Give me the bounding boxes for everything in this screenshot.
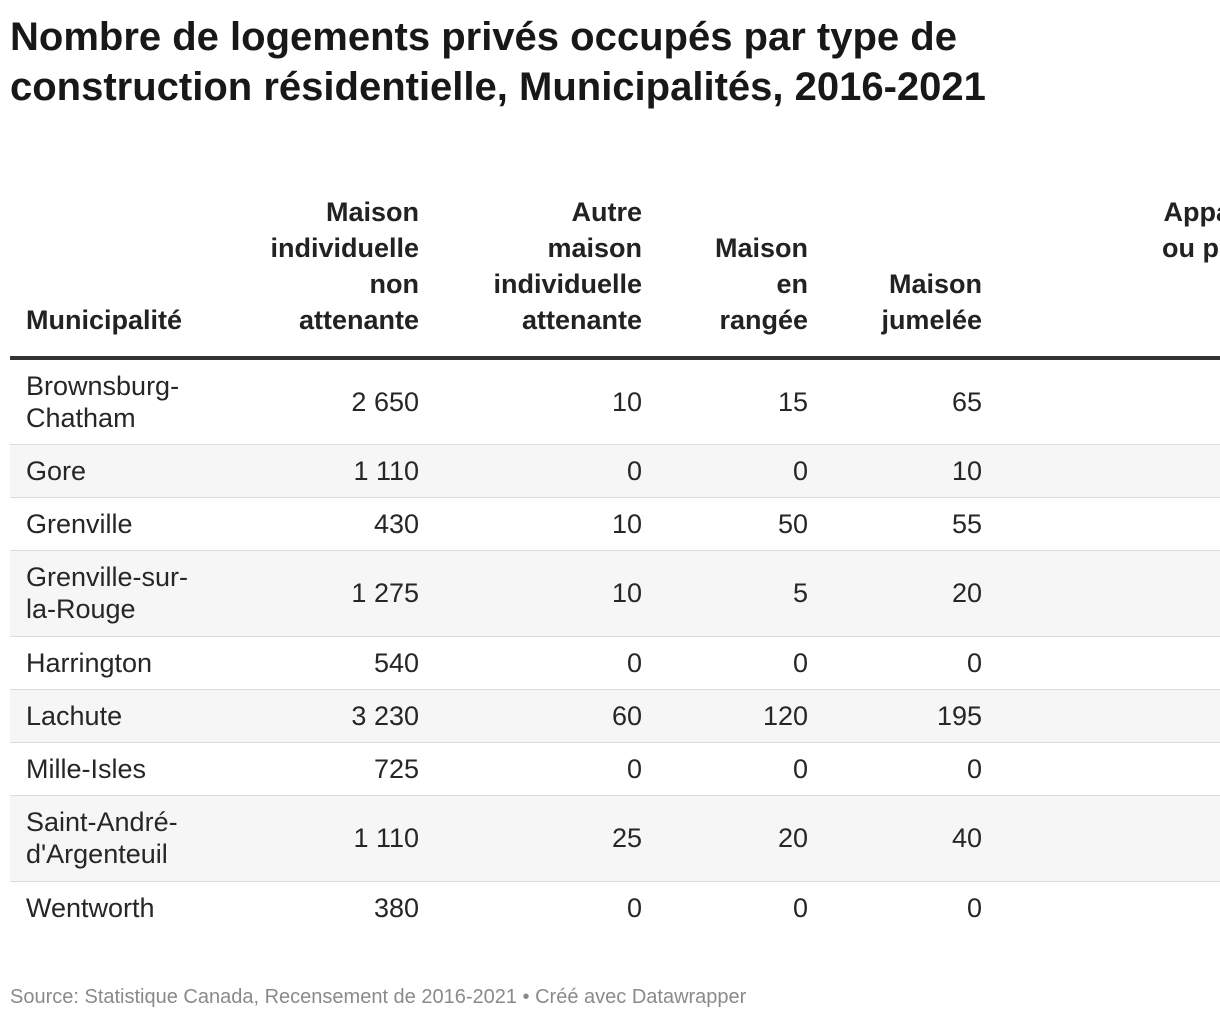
cell-municipalite: Grenville (10, 497, 206, 551)
table-row: Wentworth3800005 (10, 881, 1220, 934)
cell-appartement-duplex: 670 (982, 689, 1220, 743)
header-row: Municipalité Maison individuelle non att… (10, 194, 1220, 360)
cell-appartement-duplex: 10 (982, 444, 1220, 498)
cell-maison-individuelle: 540 (206, 636, 419, 690)
cell-municipalite: Gore (10, 444, 206, 498)
cell-municipalite: Brownsburg- Chatham (10, 358, 206, 445)
table-row: Harrington5400005 (10, 636, 1220, 690)
cell-maison-rangee: 0 (642, 742, 808, 796)
data-table: Municipalité Maison individuelle non att… (10, 194, 1220, 934)
table-row: Grenville430105055100 (10, 497, 1220, 551)
cell-maison-rangee: 15 (642, 358, 808, 445)
data-table-container: Municipalité Maison individuelle non att… (10, 194, 1220, 946)
cell-appartement-duplex: 20 (982, 742, 1220, 796)
chart-title: Nombre de logements privés occupés par t… (10, 15, 986, 109)
column-header-municipalite[interactable]: Municipalité (10, 194, 206, 360)
cell-autre-maison: 0 (419, 444, 642, 498)
cell-maison-jumelee: 10 (808, 444, 982, 498)
cell-autre-maison: 25 (419, 795, 642, 882)
column-header-label: Autre maison individuelle attenante (493, 197, 642, 335)
cell-municipalite: Saint-André- d'Argenteuil (10, 795, 206, 882)
column-header-autre-maison[interactable]: Autre maison individuelle attenante (419, 194, 642, 360)
cell-appartement-duplex: 100 (982, 497, 1220, 551)
cell-maison-jumelee: 0 (966, 892, 982, 923)
cell-maison-individuelle: 380 (373, 892, 419, 923)
cell-maison-jumelee: 0 (808, 742, 982, 796)
cell-appartement-duplex: 5 (982, 636, 1220, 690)
cell-maison-jumelee: 195 (808, 689, 982, 743)
cell-maison-rangee: 0 (792, 892, 808, 923)
cell-maison-rangee: 50 (642, 497, 808, 551)
cell-maison-individuelle: 3 230 (206, 689, 419, 743)
table-header: Municipalité Maison individuelle non att… (10, 194, 1220, 360)
cell-autre-maison: 0 (626, 892, 642, 923)
cell-maison-individuelle: 430 (206, 497, 419, 551)
column-header-label: Maison jumelée (881, 269, 982, 335)
cell-maison-jumelee: 40 (808, 795, 982, 882)
source-note: Source: Statistique Canada, Recensement … (10, 986, 747, 1008)
cell-maison-individuelle: 1 110 (206, 444, 419, 498)
column-header-label: Municipalité (26, 305, 183, 335)
cell-appartement-duplex: 225 (982, 358, 1220, 445)
cell-municipalite: Harrington (10, 636, 206, 690)
cell-municipalite: Lachute (10, 689, 206, 743)
cell-maison-individuelle: 2 650 (206, 358, 419, 445)
cell-municipalite: Wentworth (26, 892, 155, 923)
cell-maison-individuelle: 1 275 (206, 550, 419, 637)
cell-municipalite: Grenville-sur- la-Rouge (10, 550, 206, 637)
cell-maison-rangee: 0 (642, 636, 808, 690)
cell-maison-jumelee: 20 (808, 550, 982, 637)
table-row: Mille-Isles72500020 (10, 742, 1220, 796)
cell-maison-rangee: 120 (642, 689, 808, 743)
cell-autre-maison: 60 (419, 689, 642, 743)
cell-appartement-duplex: 60 (982, 795, 1220, 882)
cell-maison-rangee: 5 (642, 550, 808, 637)
cell-autre-maison: 10 (419, 358, 642, 445)
column-header-label: Maison en rangée (714, 233, 808, 335)
cell-maison-rangee: 0 (642, 444, 808, 498)
column-header-maison-individuelle[interactable]: Maison individuelle non attenante (206, 194, 419, 360)
cell-autre-maison: 10 (419, 550, 642, 637)
column-header-maison-jumelee[interactable]: Maison jumelée (808, 194, 982, 360)
cell-appartement-duplex: 5 (982, 881, 1220, 934)
cell-autre-maison: 0 (419, 742, 642, 796)
cell-maison-individuelle: 725 (206, 742, 419, 796)
column-header-label: Maison individuelle non attenante (270, 197, 419, 335)
cell-autre-maison: 10 (419, 497, 642, 551)
column-header-maison-rangee[interactable]: Maison en rangée (642, 194, 808, 360)
column-header-label: Appartement ou plain-pied dans un duplex (1162, 197, 1220, 263)
cell-autre-maison: 0 (419, 636, 642, 690)
cell-maison-individuelle: 1 110 (206, 795, 419, 882)
cell-maison-jumelee: 65 (808, 358, 982, 445)
cell-municipalite: Mille-Isles (10, 742, 206, 796)
cell-maison-rangee: 20 (642, 795, 808, 882)
cell-appartement-duplex: 35 (982, 550, 1220, 637)
column-header-appartement-duplex[interactable]: Appartement ou plain-pied dans un duplex (982, 194, 1220, 360)
cell-maison-jumelee: 55 (808, 497, 982, 551)
cell-maison-jumelee: 0 (808, 636, 982, 690)
